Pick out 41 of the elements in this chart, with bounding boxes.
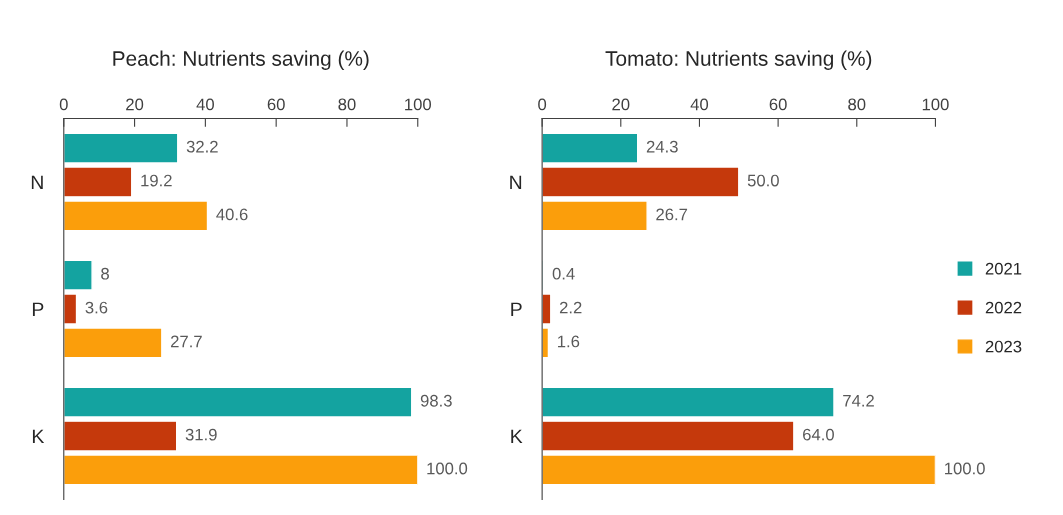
chart-title: Tomato: Nutrients saving (%) [605, 50, 872, 70]
x-tick-label: 80 [338, 98, 356, 111]
data-label: 98.3 [420, 394, 452, 407]
x-tick-label: 40 [196, 98, 214, 111]
data-label: 100.0 [427, 462, 468, 475]
x-tick-label: 80 [848, 98, 866, 111]
y-tick-label: K [32, 429, 45, 444]
x-tick-label: 100 [922, 98, 949, 111]
data-label: 64.0 [803, 428, 834, 441]
data-label: 2.2 [559, 301, 582, 314]
data-label: 3.6 [85, 301, 108, 314]
data-label: 50.0 [747, 174, 779, 187]
data-label: 27.7 [171, 335, 202, 348]
legend-label: 2021 [985, 262, 1022, 275]
x-tick-label: 20 [612, 98, 630, 111]
data-label: 19.2 [141, 174, 172, 187]
legend-label: 2023 [985, 340, 1022, 353]
x-tick-label: 20 [126, 98, 144, 111]
data-label: 0.4 [552, 267, 575, 280]
chart-title: Peach: Nutrients saving (%) [113, 50, 369, 70]
data-label: 32.2 [186, 140, 218, 153]
data-label: 74.2 [843, 394, 874, 407]
data-label: 26.7 [656, 208, 688, 221]
x-tick-label: 100 [405, 98, 432, 111]
x-tick-label: 0 [538, 98, 547, 111]
x-tick-label: 60 [769, 98, 787, 111]
y-tick-label: N [510, 175, 522, 190]
y-tick-label: P [511, 302, 522, 317]
y-tick-label: N [31, 175, 43, 190]
data-label: 40.6 [216, 208, 248, 221]
y-tick-label: P [32, 302, 44, 317]
y-tick-label: K [511, 429, 523, 444]
legend-label: 2022 [985, 301, 1022, 314]
x-tick-label: 60 [267, 98, 285, 111]
data-label: 8 [101, 267, 109, 280]
x-tick-label: 40 [690, 98, 709, 111]
x-tick-label: 0 [59, 98, 68, 111]
data-label: 1.6 [558, 335, 580, 348]
data-label: 24.3 [646, 140, 678, 153]
data-label: 100.0 [945, 462, 985, 475]
data-label: 31.9 [185, 428, 217, 441]
